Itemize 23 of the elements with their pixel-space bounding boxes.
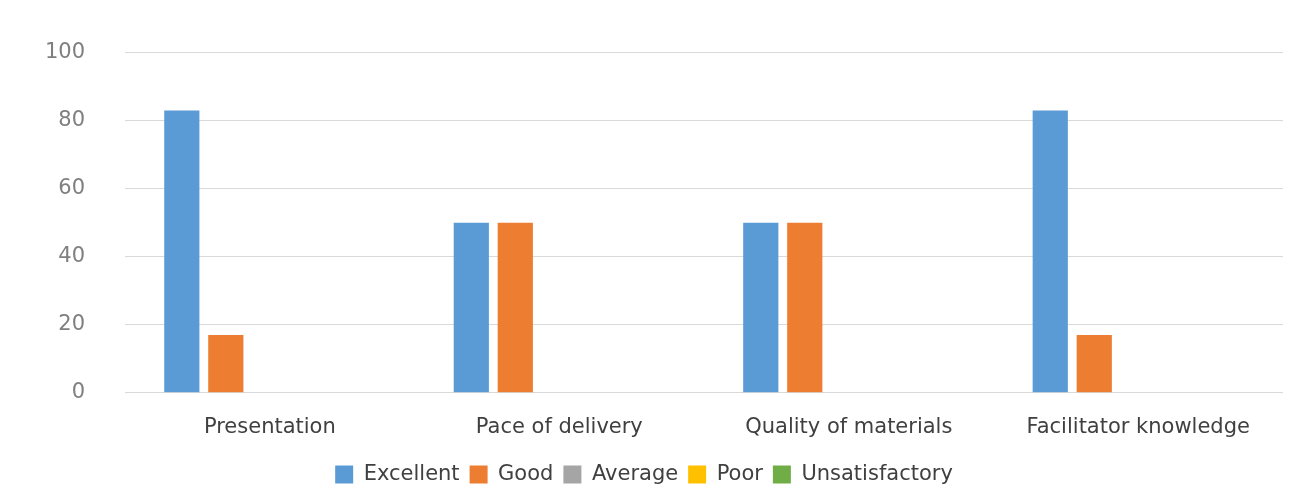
x-tick-label: Presentation (203, 413, 336, 438)
x-tick-label: Facilitator knowledge (1026, 413, 1250, 438)
legend-label: Unsatisfactory (801, 460, 953, 485)
legend-label: Good (498, 460, 554, 485)
y-tick-label: 100 (44, 39, 86, 64)
bar (743, 222, 779, 393)
y-tick-label: 20 (58, 311, 86, 336)
bar (208, 334, 244, 393)
x-tick-label: Quality of materials (745, 413, 953, 438)
bar (1032, 110, 1068, 393)
y-tick-label: 60 (58, 175, 86, 200)
legend-label: Average (591, 460, 679, 485)
bar (453, 222, 489, 393)
x-tick-label: Pace of delivery (475, 413, 643, 438)
legend-label: Excellent (363, 460, 460, 485)
bar (787, 222, 823, 393)
bar (1076, 334, 1112, 393)
bar (164, 110, 200, 393)
legend-label: Poor (716, 460, 764, 485)
y-tick-label: 80 (58, 107, 86, 132)
bar (497, 222, 533, 393)
y-tick-label: 40 (58, 243, 86, 268)
y-tick-label: 0 (71, 379, 86, 404)
